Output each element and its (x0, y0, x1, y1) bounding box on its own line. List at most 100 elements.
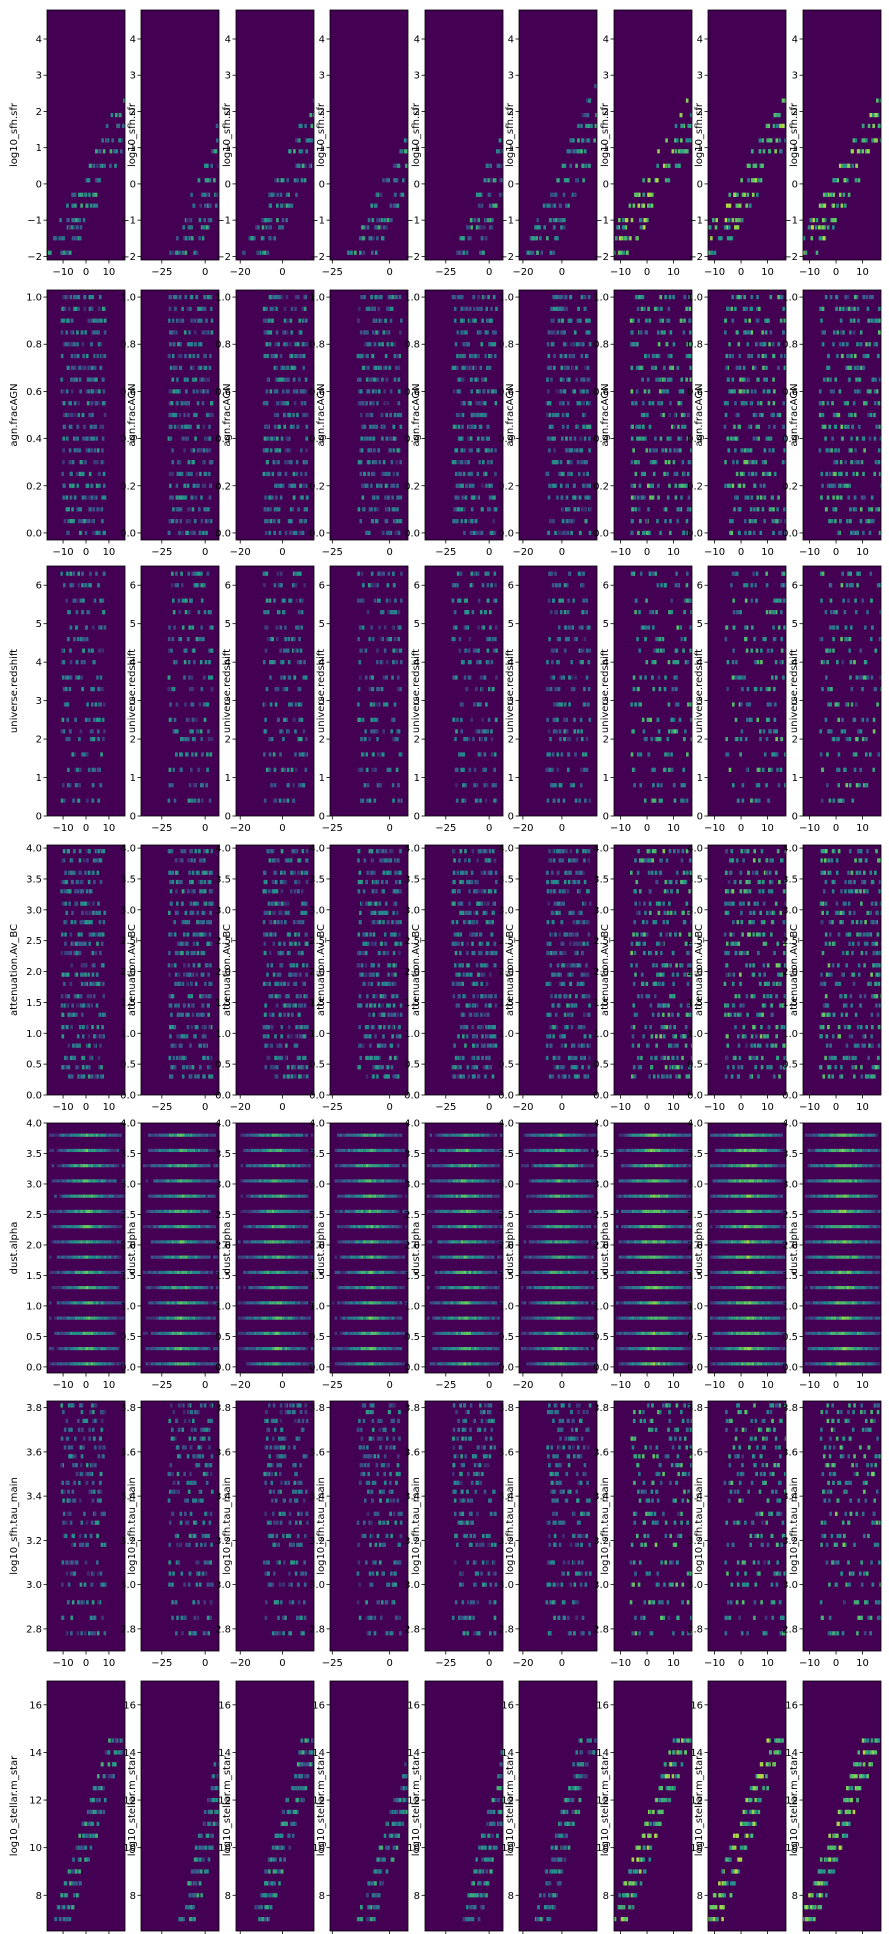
heatmap-cell (277, 507, 281, 512)
heatmap-cell (552, 306, 556, 311)
heatmap-cell (836, 178, 839, 183)
heatmap-cell (99, 702, 103, 707)
heatmap-cell (585, 401, 589, 406)
heatmap-cell (831, 218, 835, 223)
heatmap-cell (68, 424, 72, 429)
heatmap-cell (464, 519, 468, 524)
heatmap-cell (77, 294, 80, 300)
heatmap-cell (694, 519, 697, 523)
heatmap-cell (209, 519, 213, 524)
heatmap-cell (639, 330, 643, 335)
heatmap-cell (644, 436, 647, 441)
heatmap-cell (169, 250, 172, 255)
heatmap-cell (823, 225, 826, 230)
heatmap-cell (383, 218, 387, 223)
heatmap-cell (682, 483, 686, 488)
heatmap-cell (263, 436, 267, 441)
heatmap-cell (652, 448, 656, 453)
heatmap-cell (585, 318, 588, 323)
heatmap-cell (694, 519, 697, 523)
heatmap-cell (458, 471, 461, 477)
heatmap-cell (90, 389, 94, 394)
heatmap-cell (553, 294, 556, 300)
heatmap-cell (580, 123, 583, 129)
heatmap-cell (704, 251, 707, 255)
heatmap-cell (474, 377, 478, 382)
heatmap-cell (554, 483, 557, 488)
heatmap-cell (279, 353, 283, 359)
heatmap-cell (790, 98, 793, 102)
heatmap-cell (832, 178, 835, 183)
heatmap-cell (295, 294, 298, 300)
heatmap-cell (841, 436, 844, 441)
heatmap-cell (641, 530, 645, 536)
heatmap-cell (378, 342, 381, 347)
heatmap-cell (852, 530, 855, 536)
heatmap-cell (819, 401, 823, 406)
heatmap-cell (550, 306, 553, 311)
heatmap-cell (87, 495, 91, 500)
heatmap-cell (476, 436, 480, 441)
heatmap-cell (484, 377, 487, 382)
heatmap-cell (688, 318, 692, 323)
heatmap-cell (680, 318, 683, 323)
heatmap-cell (390, 218, 393, 223)
heatmap-cell (744, 530, 747, 536)
heatmap-cell (575, 342, 579, 347)
y-tick-label: 1 (36, 143, 42, 154)
heatmap-cell (66, 250, 70, 255)
heatmap-cell (690, 123, 692, 129)
heatmap-cell (705, 84, 708, 88)
heatmap-cell (840, 471, 843, 477)
heatmap-cell (370, 203, 374, 208)
heatmap-cell (553, 203, 557, 208)
heatmap-cell (279, 365, 283, 370)
heatmap-cell (171, 519, 175, 524)
heatmap-cell (396, 495, 399, 500)
heatmap-cell (72, 483, 75, 488)
heatmap-cell (381, 236, 385, 241)
heatmap-cell (281, 483, 285, 488)
heatmap-cell (837, 483, 841, 488)
heatmap-cell (190, 294, 194, 300)
heatmap-cell (390, 483, 393, 488)
heatmap-cell (567, 203, 570, 208)
heatmap-cell (743, 460, 747, 465)
heatmap-cell (489, 342, 493, 347)
y-tick-label: 1 (319, 143, 325, 154)
heatmap-cell (68, 225, 71, 230)
y-tick-label: 1 (697, 143, 703, 154)
heatmap-cell (588, 483, 592, 488)
heatmap-cell (767, 318, 770, 323)
heatmap-cell (297, 507, 300, 512)
heatmap-cell (642, 401, 645, 406)
heatmap-cell (396, 519, 399, 524)
y-axis-label: agn.fracAGN (316, 383, 327, 446)
heatmap-cell (405, 163, 408, 168)
heatmap-cell (548, 401, 552, 406)
heatmap-cell (778, 530, 781, 536)
panel-frame (329, 9, 409, 261)
heatmap-cell (827, 365, 831, 370)
heatmap-cell (850, 530, 853, 536)
heatmap-cell (877, 401, 881, 406)
heatmap-cell (855, 530, 859, 536)
heatmap-cell (821, 483, 824, 488)
heatmap-cell (101, 353, 104, 359)
heatmap-cell (92, 660, 95, 665)
heatmap-cell (819, 306, 822, 311)
heatmap-cell (855, 471, 859, 477)
heatmap-cell (765, 318, 769, 323)
heatmap-cell (757, 377, 760, 382)
heatmap-cell (469, 530, 473, 536)
heatmap-cell (646, 412, 649, 418)
heatmap-cell (617, 250, 621, 255)
heatmap-cell (133, 98, 136, 102)
heatmap-cell (758, 149, 762, 154)
heatmap-cell (305, 424, 309, 429)
heatmap-cell (189, 225, 193, 230)
heatmap-cell (374, 294, 377, 300)
heatmap-cell (397, 377, 401, 382)
heatmap-cell (479, 203, 483, 208)
